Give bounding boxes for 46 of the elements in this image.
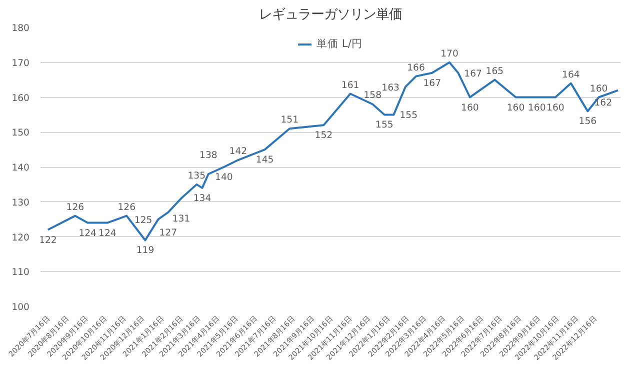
data-label: 124: [78, 228, 97, 239]
data-label: 161: [341, 80, 360, 91]
data-label: 126: [118, 202, 136, 213]
data-label: 119: [136, 245, 154, 256]
data-label: 135: [188, 170, 206, 182]
data-label: 164: [562, 69, 580, 80]
data-label: 122: [39, 234, 57, 246]
data-label: 156: [578, 116, 597, 128]
data-label: 162: [594, 97, 612, 108]
y-tick-label: 180: [12, 23, 30, 34]
y-tick-label: 140: [12, 162, 30, 174]
data-label: 145: [256, 154, 274, 166]
y-tick-label: 150: [12, 128, 30, 139]
data-label: 160: [506, 102, 525, 114]
data-label: 160: [528, 102, 546, 114]
data-label: 166: [407, 62, 425, 74]
data-label: 131: [172, 213, 190, 224]
data-label: 160: [546, 102, 564, 114]
data-label: 142: [229, 146, 248, 158]
data-label: 138: [200, 150, 218, 161]
data-label: 140: [215, 172, 233, 183]
y-tick-label: 110: [12, 267, 30, 278]
data-label: 165: [486, 66, 504, 77]
y-tick-label: 170: [12, 58, 30, 69]
data-label: 155: [376, 120, 394, 131]
legend-label: 単価 L/円: [316, 37, 362, 51]
data-label: 170: [440, 48, 458, 60]
y-tick-label: 120: [12, 232, 30, 244]
data-label: 158: [364, 90, 382, 102]
data-label: 167: [464, 68, 482, 80]
data-label: 127: [159, 227, 178, 238]
y-tick-label: 130: [12, 197, 30, 208]
data-label: 163: [382, 82, 400, 94]
data-label: 124: [98, 228, 116, 239]
data-label: 160: [461, 102, 479, 114]
data-label: 152: [314, 130, 333, 142]
y-tick-label: 100: [12, 302, 30, 313]
data-label: 151: [280, 114, 299, 126]
data-label: 125: [134, 214, 152, 226]
data-label: 155: [400, 110, 418, 122]
data-label: 126: [66, 202, 84, 213]
data-label: 134: [193, 192, 212, 204]
data-label: 160: [590, 83, 608, 94]
y-tick-label: 160: [12, 92, 30, 104]
chart-title: レギュラーガソリン単価: [259, 8, 402, 22]
data-label: 167: [423, 78, 442, 89]
